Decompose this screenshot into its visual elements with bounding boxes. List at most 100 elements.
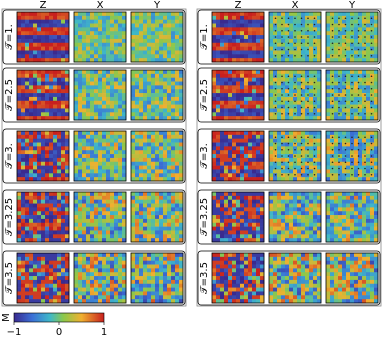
pixel	[163, 284, 167, 288]
pixel	[45, 20, 49, 24]
pixel	[114, 204, 118, 208]
pixel	[61, 24, 65, 28]
pixel	[139, 85, 143, 89]
pixel	[61, 31, 65, 35]
pixel	[370, 207, 374, 211]
pixel	[354, 154, 358, 158]
pixel	[74, 12, 78, 16]
panel	[17, 70, 69, 120]
pixel	[17, 166, 21, 170]
pixel	[175, 284, 179, 288]
pixel	[252, 131, 256, 135]
pixel	[236, 131, 240, 135]
pixel	[74, 192, 78, 196]
pixel	[143, 47, 147, 51]
pixel	[78, 85, 82, 89]
pixel	[248, 257, 252, 261]
pixel	[110, 230, 114, 234]
pixel	[37, 85, 41, 89]
pixel	[171, 70, 175, 74]
pixel	[151, 97, 155, 101]
pixel	[269, 101, 273, 105]
pixel	[236, 200, 240, 204]
pixel	[354, 131, 358, 135]
pixel	[98, 135, 102, 139]
pixel	[37, 207, 41, 211]
pixel	[86, 105, 90, 109]
pixel	[74, 89, 78, 93]
pixel	[110, 74, 114, 78]
pixel	[143, 78, 147, 82]
pixel	[114, 276, 118, 280]
pixel	[346, 50, 350, 54]
pixel	[252, 200, 256, 204]
pixel	[244, 173, 248, 177]
pixel	[326, 47, 330, 51]
pixel	[285, 78, 289, 82]
pixel	[289, 169, 293, 173]
pixel	[78, 284, 82, 288]
pixel	[143, 101, 147, 105]
lattice-dot	[301, 17, 303, 19]
pixel	[94, 12, 98, 16]
pixel	[110, 47, 114, 51]
pixel	[216, 196, 220, 200]
pixel	[175, 253, 179, 257]
pixel	[151, 50, 155, 54]
pixel	[37, 173, 41, 177]
pixel	[171, 169, 175, 173]
pixel	[147, 143, 151, 147]
pixel	[53, 74, 57, 78]
pixel	[220, 192, 224, 196]
pixel	[57, 253, 61, 257]
pixel	[224, 74, 228, 78]
pixel	[330, 219, 334, 223]
pixel	[147, 200, 151, 204]
pixel	[33, 93, 37, 97]
pixel	[244, 93, 248, 97]
lattice-dot	[301, 107, 303, 109]
pixel	[269, 234, 273, 238]
pixel	[232, 108, 236, 112]
pixel	[277, 54, 281, 58]
pixel	[334, 101, 338, 105]
pixel	[82, 47, 86, 51]
pixel	[326, 101, 330, 105]
pixel	[232, 227, 236, 231]
pixel	[82, 150, 86, 154]
pixel	[57, 284, 61, 288]
pixel	[301, 169, 305, 173]
pixel	[78, 27, 82, 31]
lattice-dot	[288, 107, 290, 109]
pixel	[37, 27, 41, 31]
lattice-dot	[275, 136, 277, 138]
pixel	[163, 82, 167, 86]
pixel	[21, 196, 25, 200]
pixel	[273, 207, 277, 211]
pixel	[305, 173, 309, 177]
pixel	[57, 265, 61, 269]
pixel	[228, 211, 232, 215]
pixel	[236, 207, 240, 211]
pixel	[256, 219, 260, 223]
pixel	[326, 192, 330, 196]
pixel	[305, 139, 309, 143]
lattice-dot	[364, 161, 366, 163]
pixel	[346, 97, 350, 101]
pixel	[326, 135, 330, 139]
lattice-dot	[275, 143, 277, 145]
pixel	[41, 16, 45, 20]
pixel	[102, 47, 106, 51]
pixel	[354, 150, 358, 154]
pixel	[277, 74, 281, 78]
pixel	[29, 173, 33, 177]
lattice-dot	[332, 107, 334, 109]
pixel	[74, 257, 78, 261]
pixel	[285, 150, 289, 154]
pixel	[98, 54, 102, 58]
lattice-dot	[371, 55, 373, 57]
pixel	[110, 166, 114, 170]
pixel	[118, 101, 122, 105]
pixel	[216, 89, 220, 93]
pixel	[74, 261, 78, 265]
